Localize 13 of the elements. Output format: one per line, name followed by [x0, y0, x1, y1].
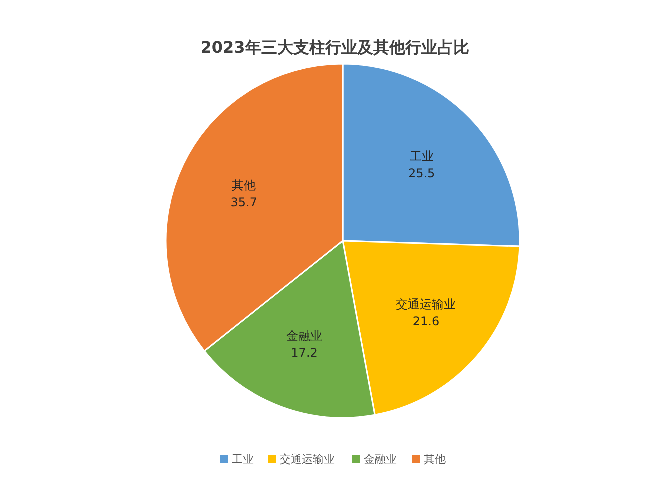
- slice-label: 金融业: [286, 328, 323, 343]
- slice-label: 其他: [232, 178, 256, 192]
- data-label: 25.5: [408, 166, 436, 181]
- legend-label: 工业: [232, 453, 254, 466]
- legend-label: 其他: [424, 453, 446, 466]
- slice-label: 工业: [410, 150, 434, 164]
- legend-label: 交通运输业: [280, 453, 335, 466]
- data-label: 17.2: [291, 346, 318, 360]
- data-label: 35.7: [230, 195, 258, 210]
- legend-label: 金融业: [364, 453, 397, 466]
- data-label: 21.6: [412, 314, 440, 329]
- chart-title: 2023年三大支柱行业及其他行业占比: [200, 38, 470, 57]
- slice-label: 交通运输业: [396, 298, 456, 312]
